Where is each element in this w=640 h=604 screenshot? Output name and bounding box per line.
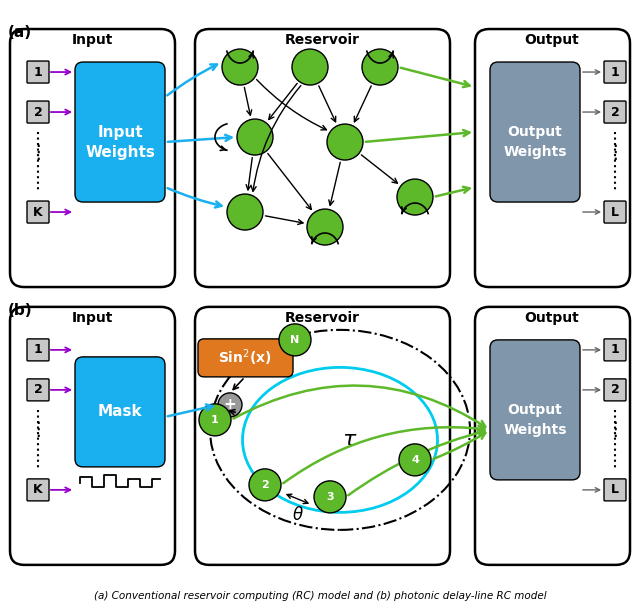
Text: L: L bbox=[611, 205, 619, 219]
FancyBboxPatch shape bbox=[604, 379, 626, 401]
Text: 2: 2 bbox=[34, 384, 42, 396]
Text: +: + bbox=[223, 397, 236, 413]
Text: 2: 2 bbox=[611, 106, 620, 118]
Text: $\theta$: $\theta$ bbox=[292, 506, 304, 524]
Circle shape bbox=[307, 209, 343, 245]
Text: K: K bbox=[33, 205, 43, 219]
Text: (a) Conventional reservoir computing (RC) model and (b) photonic delay-line RC m: (a) Conventional reservoir computing (RC… bbox=[93, 591, 547, 601]
Circle shape bbox=[227, 194, 263, 230]
FancyBboxPatch shape bbox=[27, 339, 49, 361]
Circle shape bbox=[199, 404, 231, 436]
FancyBboxPatch shape bbox=[604, 339, 626, 361]
FancyBboxPatch shape bbox=[27, 379, 49, 401]
Text: Reservoir: Reservoir bbox=[285, 311, 360, 325]
FancyBboxPatch shape bbox=[27, 61, 49, 83]
Text: K: K bbox=[33, 483, 43, 496]
Text: Input: Input bbox=[71, 311, 113, 325]
Text: Sin$^2$(x): Sin$^2$(x) bbox=[218, 347, 272, 368]
FancyBboxPatch shape bbox=[75, 357, 165, 467]
Text: ⋮: ⋮ bbox=[605, 143, 625, 161]
Text: ⋮: ⋮ bbox=[28, 143, 48, 161]
Text: (b): (b) bbox=[8, 303, 33, 318]
Circle shape bbox=[399, 444, 431, 476]
Text: 1: 1 bbox=[211, 415, 219, 425]
Text: Output: Output bbox=[508, 403, 563, 417]
FancyBboxPatch shape bbox=[75, 62, 165, 202]
Text: Weights: Weights bbox=[503, 145, 567, 159]
Circle shape bbox=[397, 179, 433, 215]
Text: Input: Input bbox=[97, 124, 143, 140]
Text: 2: 2 bbox=[34, 106, 42, 118]
Text: 1: 1 bbox=[611, 66, 620, 79]
Text: $\tau$: $\tau$ bbox=[342, 430, 358, 450]
FancyBboxPatch shape bbox=[604, 101, 626, 123]
Text: 1: 1 bbox=[34, 344, 42, 356]
FancyBboxPatch shape bbox=[604, 201, 626, 223]
Circle shape bbox=[292, 49, 328, 85]
FancyBboxPatch shape bbox=[195, 307, 450, 565]
Text: Mask: Mask bbox=[98, 405, 142, 419]
Circle shape bbox=[249, 469, 281, 501]
Text: ⋮: ⋮ bbox=[28, 420, 48, 439]
Text: ⋮: ⋮ bbox=[605, 420, 625, 439]
Text: L: L bbox=[611, 483, 619, 496]
Text: 3: 3 bbox=[326, 492, 334, 502]
Circle shape bbox=[218, 393, 242, 417]
FancyBboxPatch shape bbox=[195, 29, 450, 287]
FancyBboxPatch shape bbox=[475, 307, 630, 565]
FancyBboxPatch shape bbox=[604, 61, 626, 83]
FancyBboxPatch shape bbox=[10, 307, 175, 565]
FancyBboxPatch shape bbox=[27, 479, 49, 501]
Text: Output: Output bbox=[508, 125, 563, 139]
Circle shape bbox=[362, 49, 398, 85]
Text: 1: 1 bbox=[34, 66, 42, 79]
FancyBboxPatch shape bbox=[604, 479, 626, 501]
Circle shape bbox=[327, 124, 363, 160]
FancyBboxPatch shape bbox=[198, 339, 293, 377]
Text: 1: 1 bbox=[611, 344, 620, 356]
Text: N: N bbox=[291, 335, 300, 345]
FancyBboxPatch shape bbox=[10, 29, 175, 287]
Circle shape bbox=[237, 119, 273, 155]
Text: 2: 2 bbox=[611, 384, 620, 396]
Text: (a): (a) bbox=[8, 25, 32, 40]
FancyBboxPatch shape bbox=[490, 340, 580, 480]
FancyBboxPatch shape bbox=[490, 62, 580, 202]
Text: Output: Output bbox=[525, 33, 579, 47]
Text: Reservoir: Reservoir bbox=[285, 33, 360, 47]
Text: 2: 2 bbox=[261, 480, 269, 490]
FancyBboxPatch shape bbox=[27, 101, 49, 123]
Text: Output: Output bbox=[525, 311, 579, 325]
Circle shape bbox=[314, 481, 346, 513]
Text: Weights: Weights bbox=[85, 144, 155, 159]
Text: Input: Input bbox=[71, 33, 113, 47]
FancyBboxPatch shape bbox=[27, 201, 49, 223]
Text: 4: 4 bbox=[411, 455, 419, 465]
Circle shape bbox=[222, 49, 258, 85]
Circle shape bbox=[279, 324, 311, 356]
FancyBboxPatch shape bbox=[475, 29, 630, 287]
Text: Weights: Weights bbox=[503, 423, 567, 437]
